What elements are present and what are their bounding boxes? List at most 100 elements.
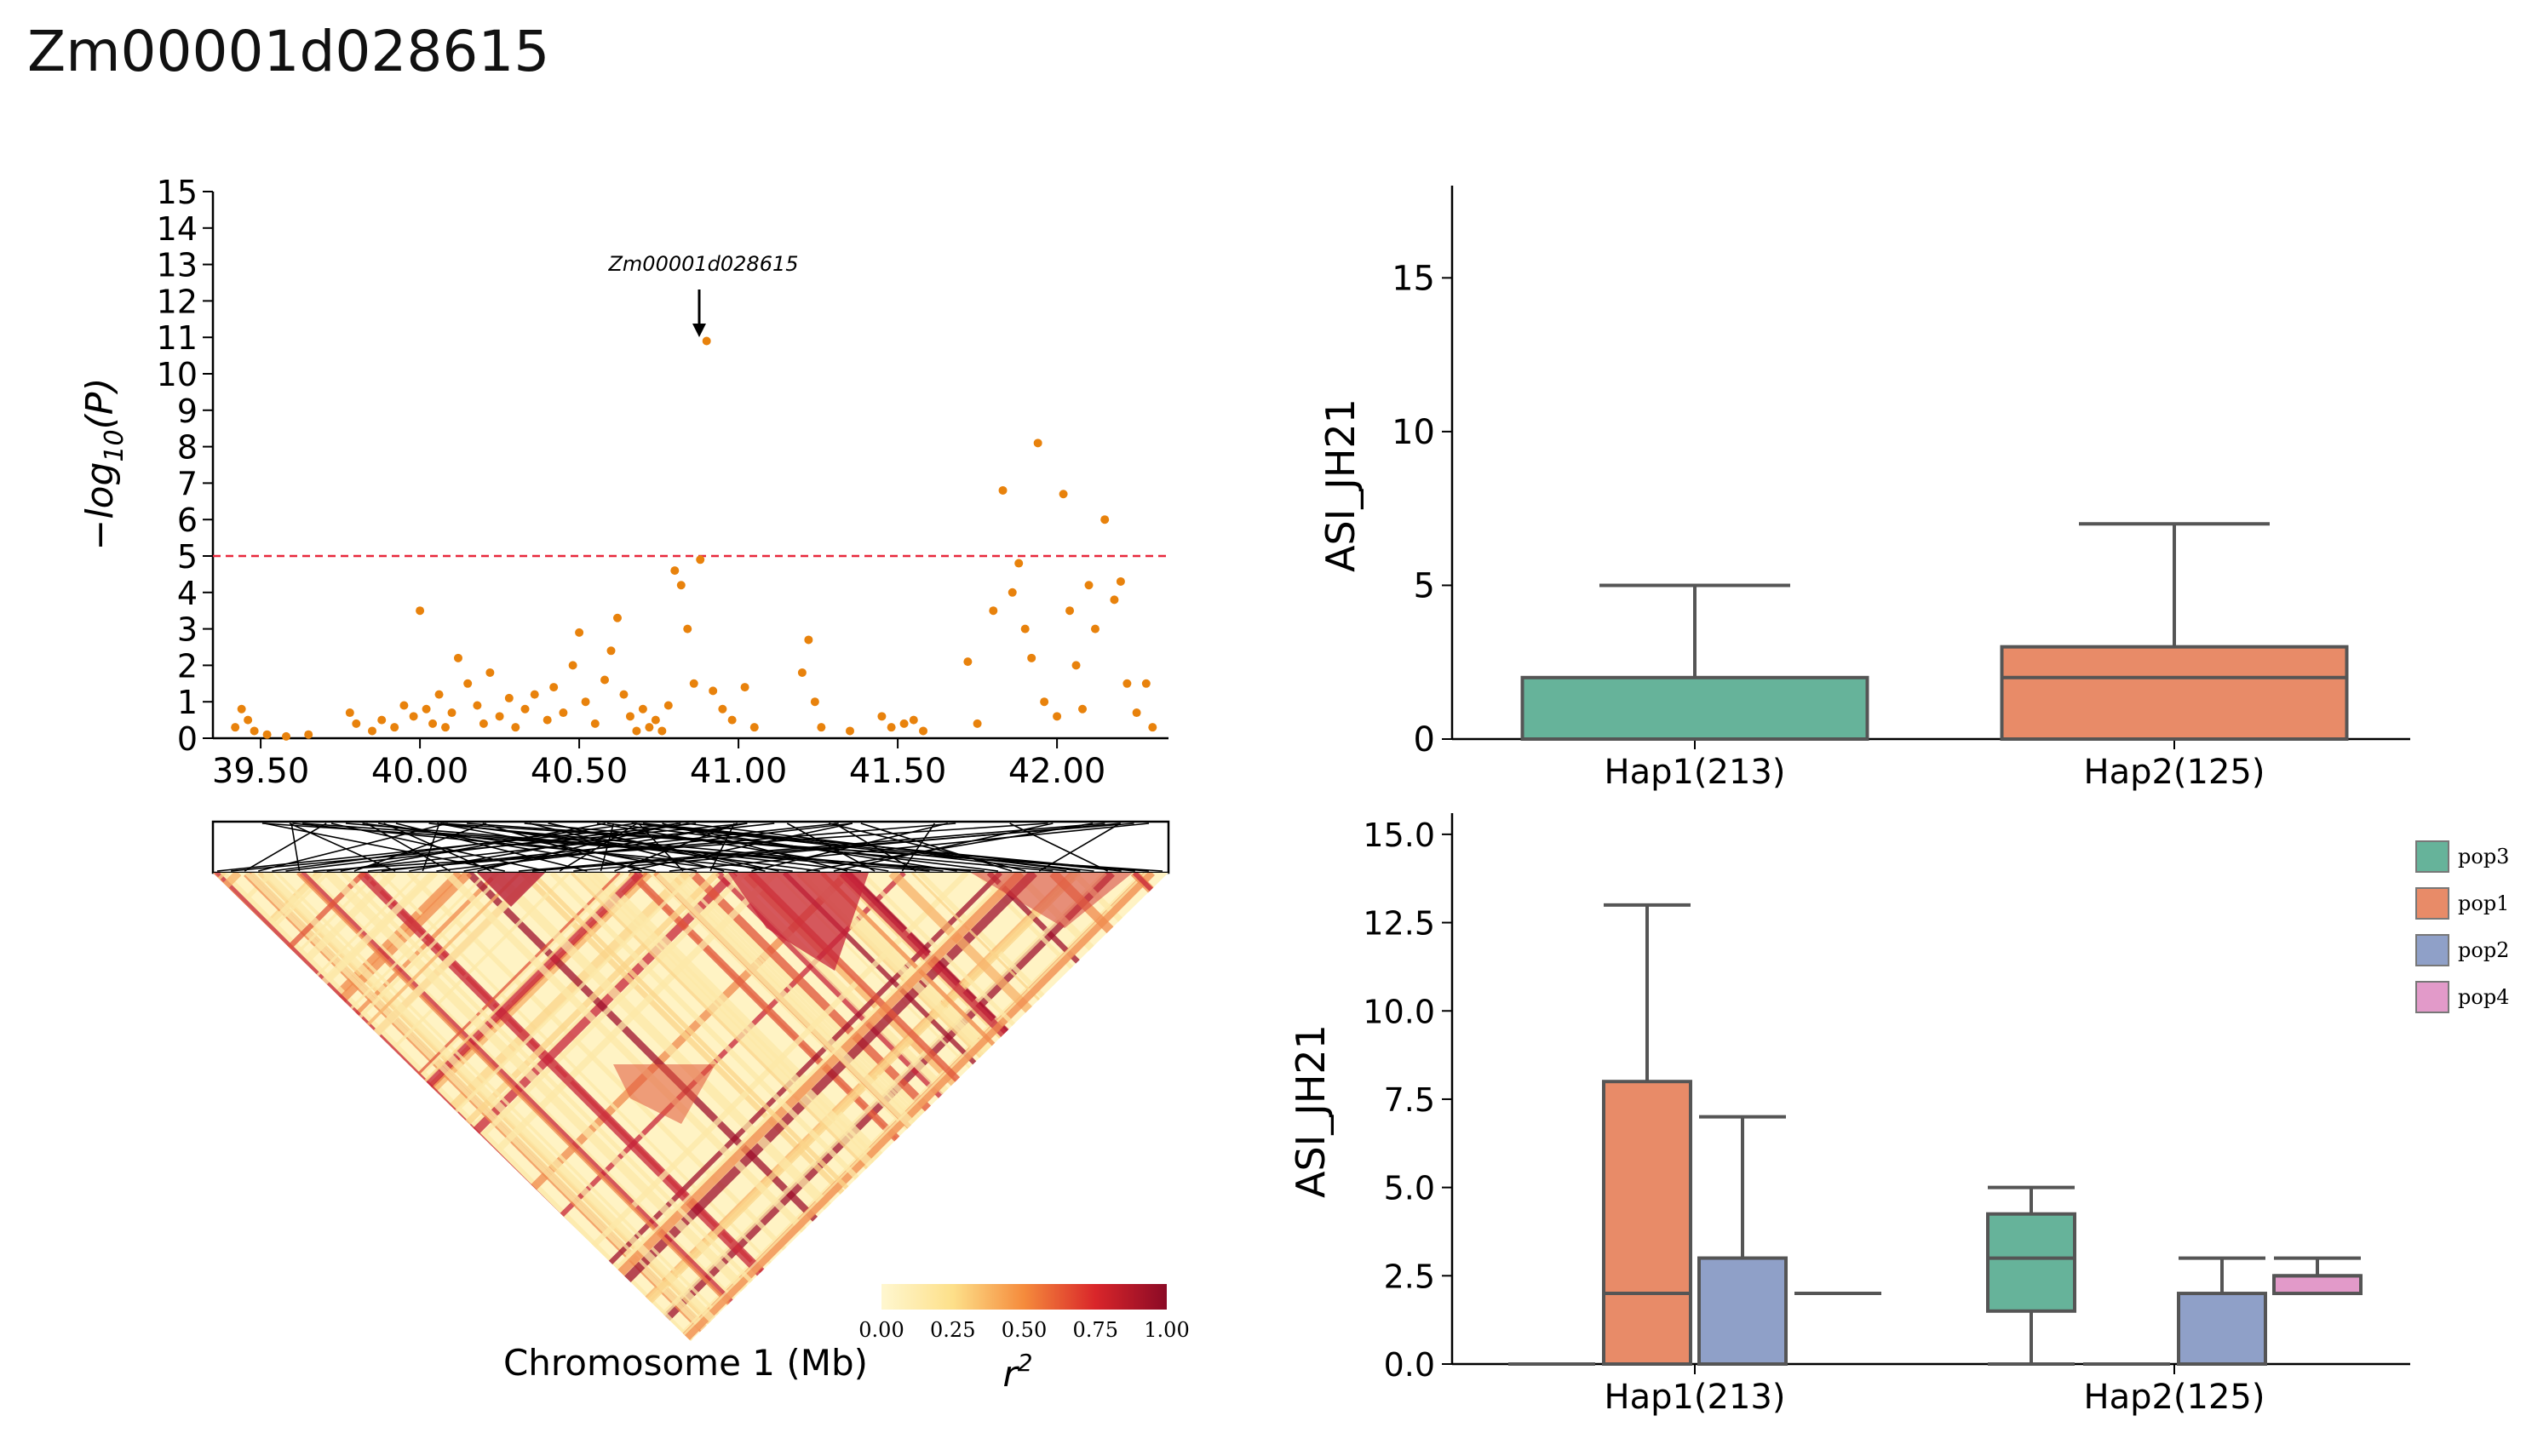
ld-stripe — [213, 873, 422, 1341]
snp-point — [1033, 439, 1042, 448]
snp-point — [846, 726, 854, 736]
snp-point — [989, 606, 998, 616]
ld-stripe — [275, 873, 789, 1341]
legend-label-pop2: pop2 — [2458, 938, 2509, 962]
ld-stripe — [562, 873, 1078, 1341]
snp-point — [434, 690, 444, 699]
snp-point — [899, 719, 909, 728]
snp-point — [453, 653, 462, 662]
snp-point — [797, 668, 807, 677]
ld-position-lines — [211, 820, 1170, 874]
ld-stripe — [0, 873, 199, 1384]
snp-point — [244, 715, 253, 725]
population-boxplot-ylabel: ASI_JH21 — [1288, 1024, 1334, 1198]
snp-point — [619, 690, 629, 699]
snp-point — [804, 635, 813, 645]
snp-point — [625, 712, 634, 721]
box-body — [2000, 645, 2349, 742]
manhattan-ytick-label: 9 — [177, 393, 198, 430]
manhattan-xtick-label: 40.00 — [371, 752, 469, 791]
snp-point — [877, 712, 887, 721]
snp-point — [447, 708, 456, 718]
ld-position-line — [290, 823, 301, 872]
ld-position-line — [632, 823, 1094, 872]
snp-point — [441, 723, 451, 732]
snp-point — [473, 701, 482, 710]
manhattan-ytick-label: 5 — [177, 538, 198, 576]
manhattan-xtick-label: 41.50 — [849, 752, 947, 791]
ld-stripe — [213, 873, 227, 1341]
manhattan-ytick-label: 3 — [177, 611, 198, 649]
snp-point — [520, 704, 530, 714]
population-boxplot-ytick-label: 2.5 — [1384, 1258, 1435, 1295]
r2-colorbar-tick: 0.50 — [1002, 1318, 1047, 1342]
ld-stripe — [213, 873, 521, 1341]
box-body — [1602, 1080, 1692, 1366]
ld-stripe — [213, 873, 323, 1341]
ld-stripe — [213, 873, 541, 1341]
r2-colorbar-tick: 1.00 — [1144, 1318, 1189, 1342]
manhattan-xtick-label: 41.00 — [690, 752, 788, 791]
snp-point — [1071, 661, 1081, 670]
haplotype-boxplot-xtick-label: Hap1(213) — [1605, 753, 1786, 792]
ld-position-line — [669, 823, 1150, 872]
snp-point — [740, 683, 749, 692]
snp-point — [606, 646, 616, 656]
snp-point — [1040, 697, 1049, 707]
snp-point — [998, 485, 1008, 495]
snp-point — [504, 693, 514, 702]
ld-stripe — [1130, 873, 1168, 1341]
snp-point — [676, 581, 686, 590]
snp-point — [1116, 576, 1125, 586]
population-boxplot-ytick-label: 0.0 — [1384, 1346, 1435, 1384]
haplotype-boxplot-ytick-label: 10 — [1392, 413, 1435, 452]
ld-stripe — [213, 873, 506, 1341]
snp-point — [231, 723, 240, 732]
snp-point — [543, 715, 552, 725]
box-body — [1986, 1212, 2076, 1313]
ld-high-block — [477, 873, 545, 907]
population-boxplot-ytick-label: 5.0 — [1384, 1170, 1435, 1207]
snp-point — [1110, 595, 1119, 605]
snp-point — [479, 719, 488, 728]
snp-point — [963, 657, 973, 667]
snp-point — [1132, 708, 1141, 718]
snp-point — [390, 723, 399, 732]
legend-swatch-pop2 — [2415, 934, 2449, 966]
ld-stripe — [986, 873, 1168, 1341]
ld-stripe — [250, 873, 765, 1341]
gene-annotation-arrow — [692, 289, 706, 337]
haplotype-boxplot-boxes — [1520, 522, 2349, 742]
r2-colorbar-tick: 0.25 — [930, 1318, 975, 1342]
snp-point — [632, 726, 641, 736]
snp-point — [810, 697, 819, 707]
snp-point — [1020, 624, 1030, 633]
manhattan-ytick-label: 0 — [177, 720, 198, 758]
legend-swatch-pop4 — [2415, 981, 2449, 1013]
snp-point — [399, 701, 409, 710]
ld-stripe — [213, 873, 242, 1341]
snp-point — [495, 712, 504, 721]
snp-point — [422, 704, 431, 714]
ld-stripe — [1132, 873, 1168, 1341]
box-body — [2177, 1292, 2267, 1366]
r2-colorbar — [881, 1284, 1167, 1310]
haplotype-boxplot-ylabel: ASI_JH21 — [1318, 398, 1364, 572]
snp-point — [511, 723, 520, 732]
manhattan-ytick-label: 7 — [177, 465, 198, 502]
manhattan-xtick-label: 40.50 — [531, 752, 629, 791]
population-boxplot-axes: 0.0 2.5 5.0 7.5 10.0 12.5 15.0 Hap1(213) Hap2(12… — [1363, 813, 2410, 1417]
ld-position-line — [860, 823, 1013, 872]
snp-point — [530, 690, 539, 699]
snp-point — [345, 708, 354, 718]
manhattan-ytick-label: 1 — [177, 684, 198, 721]
manhattan-ylabel: −log10(P) — [78, 377, 129, 550]
snp-point — [1014, 559, 1024, 568]
haplotype-boxplot-ytick-label: 0 — [1414, 720, 1435, 760]
snp-point — [817, 723, 826, 732]
population-boxplot-ytick-label: 12.5 — [1363, 905, 1435, 943]
snp-point — [250, 726, 259, 736]
manhattan-ytick-label: 10 — [157, 356, 198, 393]
box-body — [1697, 1256, 1788, 1366]
ld-stripe — [262, 873, 780, 1341]
